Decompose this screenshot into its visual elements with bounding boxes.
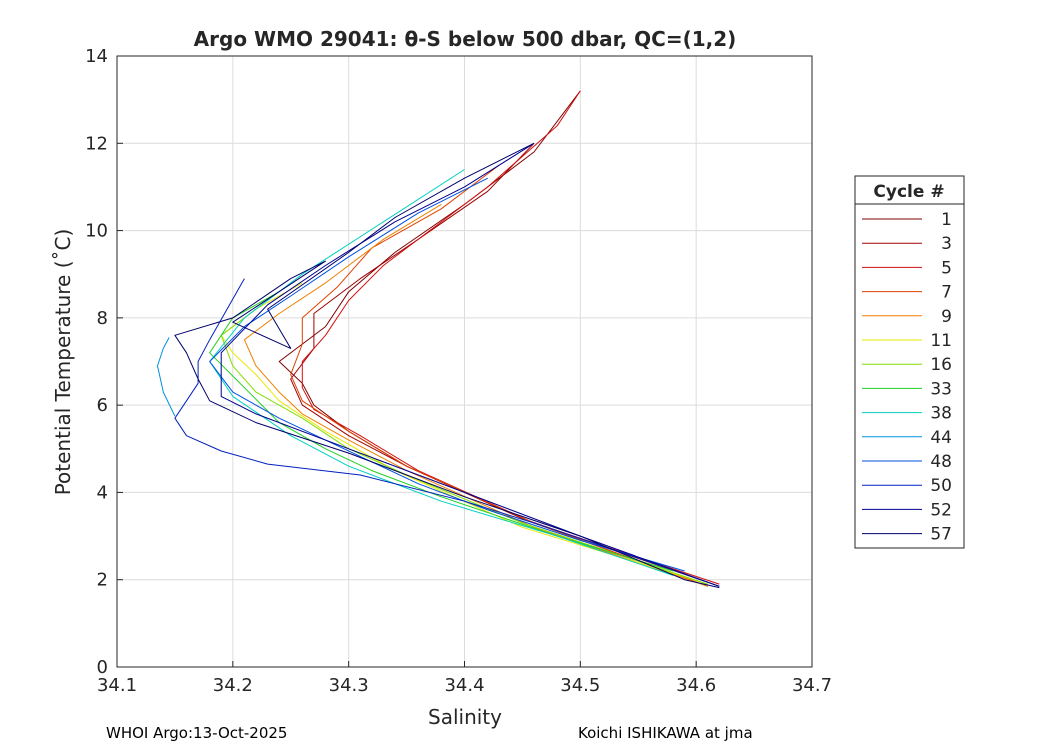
y-axis-label: Potential Temperature (˚C) <box>51 229 75 496</box>
series-line-cycle-38 <box>209 169 674 576</box>
y-tick-label: 4 <box>97 482 108 503</box>
series-lines <box>157 90 720 589</box>
series-line-cycle-48 <box>209 177 685 572</box>
y-tick-label: 6 <box>97 395 108 416</box>
x-axis-label: Salinity <box>428 705 502 729</box>
legend-label-cycle-38: 38 <box>930 404 952 424</box>
legend-label-cycle-44: 44 <box>930 428 952 448</box>
legend-title: Cycle # <box>873 182 944 202</box>
x-tick-label: 34.1 <box>97 675 137 696</box>
y-tick-label: 14 <box>85 46 108 67</box>
x-tick-label: 34.4 <box>444 675 484 696</box>
x-tick-label: 34.6 <box>676 675 716 696</box>
legend-label-cycle-1: 1 <box>941 210 952 230</box>
legend-label-cycle-9: 9 <box>941 307 952 327</box>
legend-label-cycle-5: 5 <box>941 258 952 278</box>
legend-label-cycle-16: 16 <box>930 355 952 375</box>
y-tick-label: 0 <box>97 657 108 678</box>
y-tick-label: 10 <box>85 221 108 242</box>
series-line-cycle-44 <box>157 337 176 417</box>
x-tick-label: 34.2 <box>213 675 253 696</box>
series-line-cycle-7 <box>290 164 708 587</box>
y-tick-label: 8 <box>97 308 108 329</box>
legend-label-cycle-52: 52 <box>930 500 952 520</box>
x-tick-label: 34.5 <box>560 675 600 696</box>
legend-label-cycle-11: 11 <box>930 331 952 351</box>
legend-label-cycle-7: 7 <box>941 283 952 303</box>
footer-credit: Koichi ISHIKAWA at jma <box>578 724 753 742</box>
legend-label-cycle-57: 57 <box>930 525 952 545</box>
legend-label-cycle-33: 33 <box>930 379 952 399</box>
x-axis-ticks: 34.1 34.2 34.3 34.4 34.5 34.6 34.7 <box>97 661 832 696</box>
y-axis-ticks: 0 2 4 6 8 10 12 14 <box>85 46 123 678</box>
x-tick-label: 34.3 <box>329 675 369 696</box>
chart-title: Argo WMO 29041: θ-S below 500 dbar, QC=(… <box>194 27 737 51</box>
y-tick-label: 12 <box>85 133 108 154</box>
legend-box <box>854 175 965 549</box>
y-tick-label: 2 <box>97 570 108 591</box>
footer-source: WHOI Argo:13-Oct-2025 <box>106 724 288 742</box>
series-line-cycle-5 <box>301 90 720 585</box>
legend-label-cycle-3: 3 <box>941 234 952 254</box>
legend-label-cycle-50: 50 <box>930 476 952 496</box>
series-line-cycle-57 <box>174 142 720 589</box>
series-line-cycle-9 <box>243 203 708 587</box>
legend-label-cycle-48: 48 <box>930 452 952 472</box>
series-line-cycle-50 <box>174 278 720 587</box>
series-line-cycle-52 <box>220 142 720 587</box>
x-tick-label: 34.7 <box>792 675 832 696</box>
series-line-cycle-33 <box>209 291 674 572</box>
